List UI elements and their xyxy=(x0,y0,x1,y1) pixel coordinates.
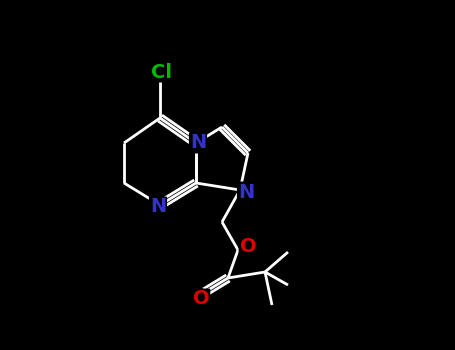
Text: N: N xyxy=(150,197,166,217)
Text: Cl: Cl xyxy=(152,63,172,82)
Text: O: O xyxy=(240,237,256,256)
Text: N: N xyxy=(190,133,206,153)
Text: N: N xyxy=(238,182,254,202)
Text: O: O xyxy=(192,289,209,308)
